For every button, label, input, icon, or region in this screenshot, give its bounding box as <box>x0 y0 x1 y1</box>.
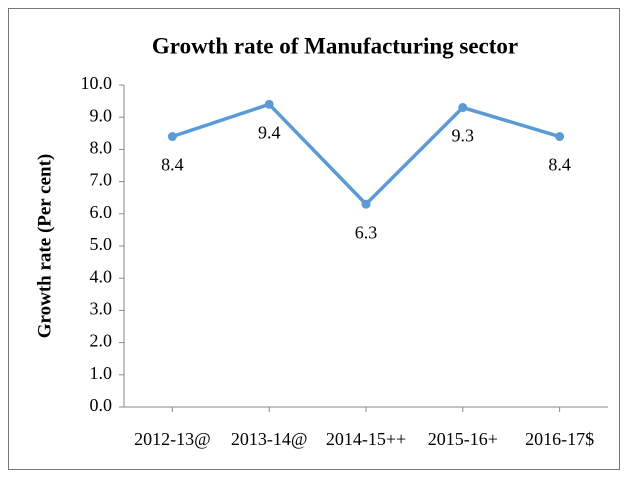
data-label: 9.4 <box>258 122 281 142</box>
y-tick-label: 0.0 <box>90 395 113 415</box>
y-tick-label: 8.0 <box>90 138 113 158</box>
x-tick-label: 2012-13@ <box>134 429 211 449</box>
y-tick-label: 9.0 <box>90 105 113 125</box>
marker <box>361 199 371 209</box>
marker <box>264 99 274 109</box>
x-tick-label: 2014-15++ <box>326 429 406 449</box>
x-tick-label: 2013-14@ <box>231 429 308 449</box>
data-label: 8.4 <box>548 155 571 175</box>
data-label: 6.3 <box>355 222 378 242</box>
chart-border <box>8 8 620 470</box>
y-tick-label: 10.0 <box>81 73 113 93</box>
marker <box>555 132 565 142</box>
marker <box>167 132 177 142</box>
y-tick-label: 1.0 <box>90 363 113 383</box>
y-tick-label: 3.0 <box>90 299 113 319</box>
y-tick-label: 2.0 <box>90 331 113 351</box>
y-tick-label: 7.0 <box>90 170 113 190</box>
data-label: 9.3 <box>452 126 475 146</box>
chart-title: Growth rate of Manufacturing sector <box>152 33 518 58</box>
x-tick-label: 2016-17$ <box>525 429 594 449</box>
data-label: 8.4 <box>161 155 184 175</box>
y-tick-label: 5.0 <box>90 234 113 254</box>
y-tick-label: 4.0 <box>90 266 113 286</box>
y-tick-label: 6.0 <box>90 202 113 222</box>
y-axis-label: Growth rate (Per cent) <box>34 154 55 338</box>
x-tick-label: 2015-16+ <box>428 429 498 449</box>
marker <box>458 103 468 113</box>
